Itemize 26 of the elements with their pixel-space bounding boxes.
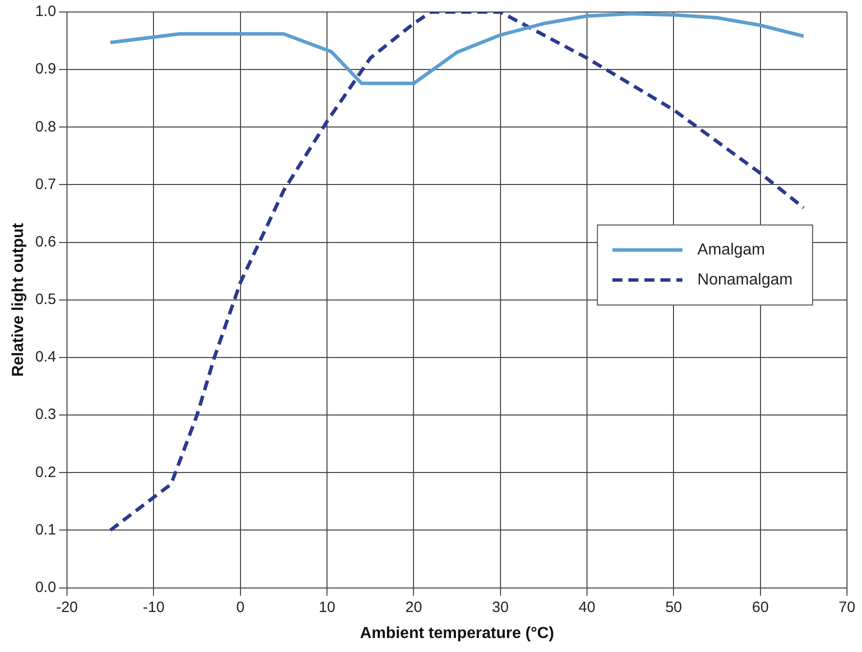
x-tick-label: 0 <box>236 598 245 616</box>
y-tick-label: 0.5 <box>35 291 56 308</box>
legend-label: Amalgam <box>697 241 765 258</box>
legend-label: Nonamalgam <box>697 271 793 288</box>
x-axis-title: Ambient temperature (°C) <box>360 624 554 642</box>
y-tick-label: 0.4 <box>35 348 56 366</box>
x-tick-label: 60 <box>752 598 769 616</box>
y-tick-label: 0.3 <box>35 406 56 424</box>
y-tick-label: 1.0 <box>35 3 56 20</box>
y-tick-label: 0.0 <box>35 578 56 596</box>
y-tick-label: 0.1 <box>35 521 56 538</box>
x-tick-label: 10 <box>318 598 336 616</box>
line-series <box>108 12 806 532</box>
y-tick-label: 0.2 <box>35 464 56 481</box>
y-tick-label: 0.9 <box>35 60 56 78</box>
y-tick-label: 0.7 <box>35 176 56 193</box>
y-tick-label: 0.8 <box>35 118 56 136</box>
x-tick-label: -10 <box>142 598 165 616</box>
x-tick-label: 50 <box>665 598 682 616</box>
y-tick-label: 0.6 <box>35 233 56 250</box>
y-axis-title: Relative light output <box>10 222 28 377</box>
x-tick-label: -20 <box>56 598 78 616</box>
x-tick-label: 40 <box>578 598 596 616</box>
x-tick-label: 30 <box>492 598 509 616</box>
x-tick-label: 70 <box>838 598 856 616</box>
x-tick-label: 20 <box>405 598 422 616</box>
